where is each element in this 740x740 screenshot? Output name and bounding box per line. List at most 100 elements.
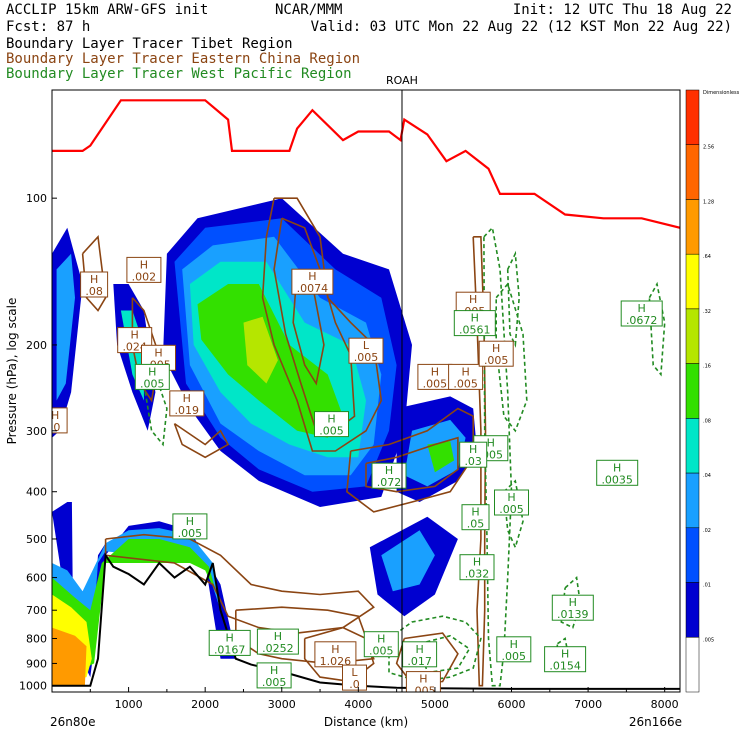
extrema-letter: L: [363, 339, 370, 352]
colorbar-label: .32: [703, 309, 711, 315]
extrema-letter: H: [638, 302, 646, 315]
extrema-label: H.08: [80, 271, 109, 298]
extrema-value: 1.026: [320, 655, 352, 668]
colorbar-label: 1.28: [703, 200, 714, 206]
legend-entry: Boundary Layer Tracer Tibet Region: [6, 36, 293, 52]
tracer-fill-region: [56, 253, 75, 401]
extrema-value: .0561: [459, 324, 491, 337]
tracer-fill-region: [243, 316, 278, 384]
extrema-value: .0167: [214, 643, 246, 656]
extrema-letter: H: [308, 270, 316, 283]
legend: Boundary Layer Tracer Tibet RegionBounda…: [6, 36, 360, 82]
y-tick-label: 400: [26, 486, 47, 499]
colorbar-label: Dimensionless: [703, 90, 740, 96]
extrema-label: H.005: [478, 340, 514, 367]
extrema-letter: H: [385, 464, 393, 477]
extrema-value: .08: [85, 285, 103, 298]
extrema-letter: H: [148, 365, 156, 378]
extrema-box: [494, 489, 529, 516]
extrema-label: H.0074: [291, 268, 334, 295]
extrema-box: [551, 594, 594, 621]
extrema-box: [342, 664, 367, 691]
extrema-value: .005: [369, 645, 394, 658]
extrema-letter: H: [274, 630, 282, 643]
extrema-letter: H: [140, 258, 148, 271]
extrema-letter: H: [510, 638, 518, 651]
extrema-letter: H: [183, 392, 191, 405]
extrema-letter: H: [469, 293, 477, 306]
y-tick-label: 300: [26, 425, 47, 438]
extrema-label: H.002: [126, 256, 162, 283]
extrema-letter: H: [561, 648, 569, 661]
extrema-value: .0035: [601, 473, 633, 486]
extrema-value: .005: [411, 685, 436, 698]
x-tick-label: 4000: [344, 698, 372, 711]
colorbar-label: .01: [703, 583, 711, 589]
extrema-box: [448, 363, 484, 390]
extrema-letter: H: [569, 596, 577, 609]
tracer-fill-region: [52, 539, 217, 686]
header-forecast-hour: Fcst: 87 h: [6, 19, 90, 35]
y-tick-label: 200: [26, 339, 47, 352]
tracer-fill-region: [427, 441, 455, 473]
extrema-label: H.017: [402, 641, 438, 668]
extrema-label: H1.026: [314, 641, 357, 668]
extrema-box: [363, 631, 399, 658]
x-tick-label: 1000: [115, 698, 143, 711]
extrema-label: L.005: [348, 337, 384, 364]
extrema-box: [544, 646, 587, 673]
extrema-box: [172, 513, 208, 540]
extrema-box: [256, 628, 299, 655]
extrema-letter: H: [415, 643, 423, 656]
extrema-letter: H: [469, 443, 477, 456]
x-tick-label: 8000: [651, 698, 679, 711]
extrema-letter: H: [270, 664, 278, 677]
extrema-label: L.0: [342, 664, 367, 691]
extrema-label: H.05: [461, 504, 490, 531]
colorbar-swatch: [685, 637, 700, 693]
extrema-value: .024: [122, 341, 147, 354]
extrema-letter: H: [51, 409, 59, 422]
extrema-value: .0672: [626, 314, 658, 327]
colorbar-swatch: [685, 89, 700, 145]
colorbar-swatch: [685, 363, 700, 419]
legend-entry: Boundary Layer Tracer Eastern China Regi…: [6, 51, 360, 67]
extrema-value: .005: [354, 351, 379, 364]
eastern-china-contour: [173, 422, 230, 459]
extrema-box: [134, 363, 170, 390]
header-valid-time: Valid: 03 UTC Mon 22 Aug 22 (12 KST Mon …: [311, 19, 732, 35]
y-tick-label: 500: [26, 533, 47, 546]
extrema-value: .017: [407, 655, 432, 668]
west-pacific-contour: [388, 615, 482, 683]
extrema-value: .005: [262, 676, 287, 689]
extrema-label: H.0252: [256, 628, 299, 655]
extrema-letter: H: [327, 413, 335, 426]
extrema-value: .05: [467, 518, 485, 531]
extrema-label: H.005: [496, 636, 532, 663]
tracer-fill-region: [381, 530, 435, 592]
extrema-letter: H: [507, 491, 515, 504]
extrema-letter: H: [471, 506, 479, 519]
legend-entry: Boundary Layer Tracer West Pacific Regio…: [6, 66, 352, 82]
extrema-label: H.005: [448, 363, 484, 390]
extrema-box: [620, 300, 663, 327]
colorbar-label: .16: [703, 364, 711, 370]
colorbar-swatch: [685, 199, 700, 255]
y-tick-label: 600: [26, 572, 47, 585]
roah-marker: ROAH: [386, 74, 418, 692]
colorbar: Dimensionless 2.56 1.28 .64 .32 .16 .08 .04 .02.…: [685, 89, 740, 693]
extrema-value: .005: [178, 527, 203, 540]
extrema-box: [208, 629, 251, 656]
extrema-letter: H: [131, 329, 139, 342]
extrema-letter: H: [487, 437, 495, 450]
extrema-letter: H: [331, 643, 339, 656]
extrema-box: [453, 310, 496, 337]
eastern-china-contour: [261, 197, 383, 452]
extrema-box: [405, 671, 441, 692]
extrema-letter: H: [473, 556, 481, 569]
extrema-box: [314, 641, 357, 668]
extrema-box: [459, 441, 488, 468]
extrema-labels: H.002H.0074H.08H.024H.005H.005H.019H.0L.…: [51, 256, 663, 698]
y-axis: 100 200 300 400 500 600 700 800 900 1000: [19, 192, 57, 693]
